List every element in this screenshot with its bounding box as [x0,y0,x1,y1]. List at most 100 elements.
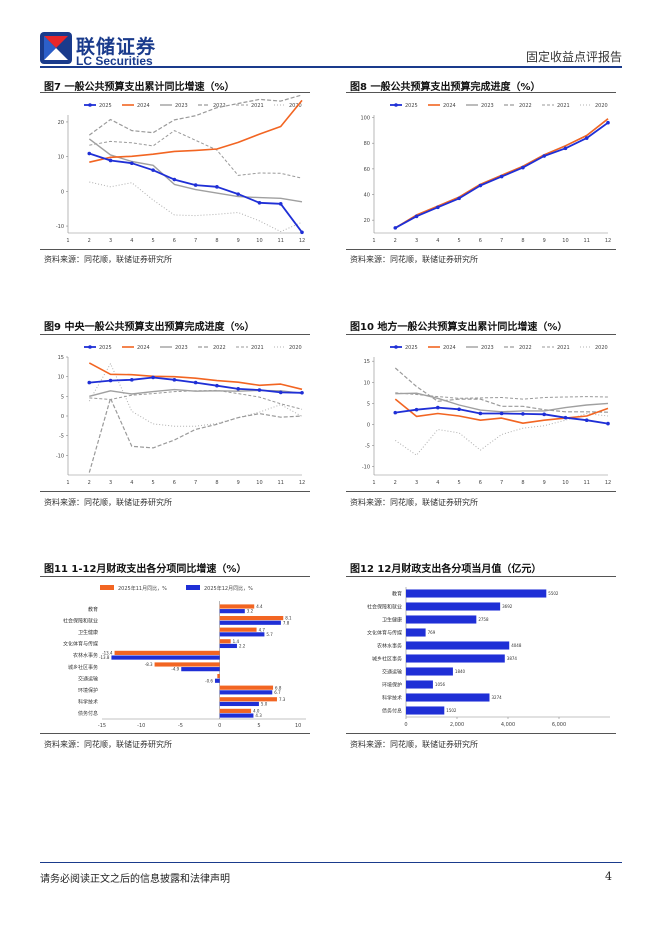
y-tick-label: -5 [365,444,370,450]
bar-data-label: 5.7 [266,632,273,637]
y-tick-label: 5 [61,394,64,400]
data-point-2025 [542,412,546,417]
x-tick-label: 2,000 [450,722,464,728]
bar-data-label: 7.3 [279,697,286,702]
x-tick-label: 2 [88,238,91,244]
report-type: 固定收益点评报告 [525,50,622,64]
data-point-2025 [300,230,304,235]
figure-11-title: 图11 1-12月财政支出各分项同比增速（%） [44,564,247,575]
data-point-2025 [606,421,610,426]
series-line-2024 [88,362,303,391]
bar-data-label: 4.7 [259,627,266,632]
bar [406,602,501,611]
legend-label-2024: 2024 [137,103,150,109]
legend-label-2021: 2021 [557,103,570,109]
page-number: 4 [605,870,612,883]
category-label: 农林水事务 [73,652,98,659]
data-point-2025 [414,407,419,412]
x-tick-label: 6 [479,480,482,486]
legend-marker-2025 [88,345,92,349]
x-tick-label: 8 [521,238,524,244]
data-point-2025 [436,405,440,410]
legend-label-2022: 2022 [213,345,226,351]
x-tick-label: 6,000 [552,722,566,728]
x-tick-label: 12 [605,480,611,486]
bar [406,641,510,650]
x-tick-label: -10 [137,723,145,729]
series-line-2022 [394,367,609,413]
data-point-2025 [193,380,198,385]
x-tick-label: 8 [215,238,218,244]
bar-data-label: -13.4 [102,650,113,655]
x-tick-label: 3 [415,480,418,486]
legend-label-2021: 2021 [251,345,264,351]
legend-label-2025: 2025 [99,103,112,109]
data-point-2025 [87,151,92,156]
figure-7-title: 图7 一般公共预算支出累计同比增速（%） [44,82,235,93]
x-tick-label: -5 [178,723,183,729]
legend-label-2022: 2022 [213,103,226,109]
x-tick-label: 5 [151,480,154,486]
bar-data-label: 2758 [478,617,489,622]
bar-0 [219,627,257,632]
x-tick-label: 10 [562,238,568,244]
data-point-2025 [108,158,113,163]
data-point-2025 [215,185,219,189]
data-point-2025 [521,412,525,416]
figure-10-title: 图10 地方一般公共预算支出累计同比增速（%） [350,322,568,333]
series-line-2021 [89,389,303,410]
bar-data-label: 3692 [502,604,513,609]
data-point-2025 [393,226,398,230]
data-point-2025 [172,177,177,182]
figure-9-title: 图9 中央一般公共预算支出预算完成进度（%） [44,322,255,333]
bar-data-label: 4.4 [256,604,263,609]
bar-1 [181,667,220,672]
data-point-2025 [172,378,177,382]
data-point-2025 [436,205,440,210]
x-tick-label: 11 [278,238,284,244]
y-tick-label: 15 [58,355,64,361]
x-tick-label: 9 [237,480,240,486]
data-point-2025 [606,120,610,125]
data-point-2025 [236,192,240,196]
legend-marker-2025 [394,103,398,107]
bar-1 [219,632,265,637]
bar-data-label: 4.0 [253,708,260,713]
data-point-2025 [457,407,461,412]
bar-1 [219,609,245,614]
legend-label-2023: 2023 [175,103,188,109]
y-tick-label: 5 [367,401,370,407]
series-line-2021 [89,130,303,179]
category-label: 债务付息 [382,708,402,715]
y-tick-label: -10 [362,465,370,471]
x-tick-label: 7 [194,238,197,244]
category-label: 交通运输 [78,675,98,682]
bar-1 [219,690,273,695]
legend-label-2021: 2021 [557,345,570,351]
data-point-2025 [278,202,283,206]
y-tick-label: 0 [61,189,64,195]
category-label: 社会保障和就业 [63,617,98,624]
data-point-2025 [457,196,461,201]
x-tick-label: 4 [436,238,439,244]
bar-data-label: 1.4 [233,639,240,644]
data-point-2025 [87,380,92,385]
data-point-2025 [478,411,483,416]
bar-data-label: -4.9 [171,667,179,672]
legend-label-0: 2025年11月同比，% [118,585,167,592]
y-tick-label: 100 [360,116,370,122]
category-label: 教育 [88,606,98,613]
category-label: 文化体育与传媒 [63,641,98,648]
legend-swatch-1 [186,585,200,590]
category-label: 交通运输 [382,669,402,676]
series-line-2024 [394,398,609,424]
x-tick-label: 5 [457,480,460,486]
logo-mark-icon [40,32,72,64]
data-point-2025 [193,183,198,187]
bar-0 [219,697,277,702]
bar-data-label: 1840 [455,669,466,674]
